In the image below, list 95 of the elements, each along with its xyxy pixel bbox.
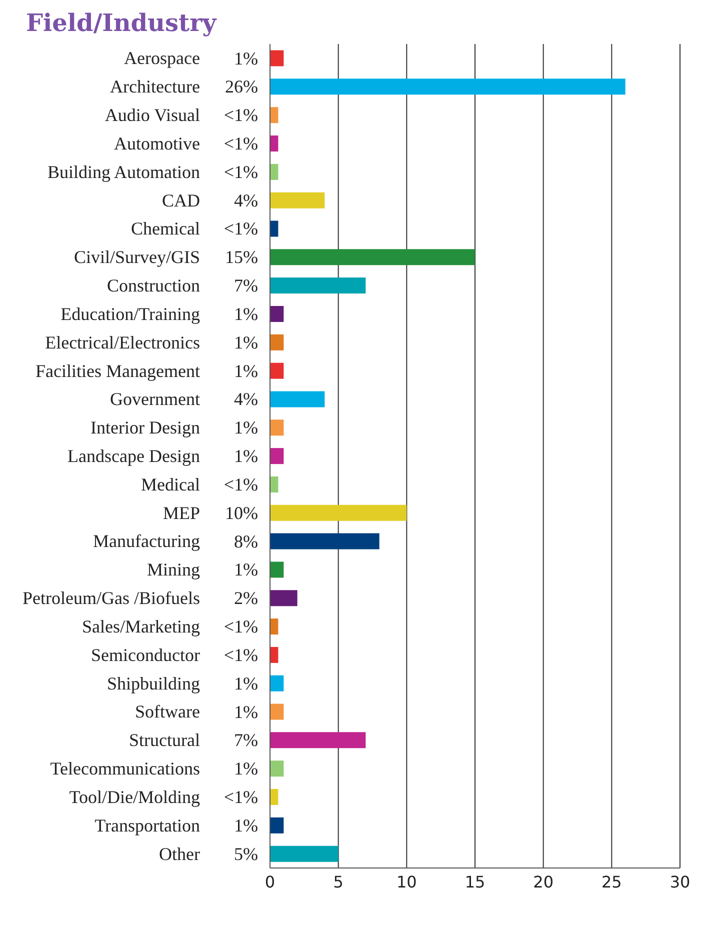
bar <box>270 789 278 806</box>
data-label: 1% <box>234 560 258 580</box>
bar <box>270 362 284 379</box>
data-label: <1% <box>224 787 258 808</box>
bar <box>270 107 278 124</box>
bar <box>270 504 407 521</box>
chart-title: Field/Industry <box>26 8 218 38</box>
y-tick-label: MEP <box>162 502 200 523</box>
bar <box>270 420 284 436</box>
x-tick-label: 20 <box>533 872 554 892</box>
y-tick-label: Structural <box>129 730 200 750</box>
y-tick-label: Software <box>135 702 200 722</box>
data-label: 1% <box>234 304 258 324</box>
bar <box>270 164 278 180</box>
data-label: 5% <box>234 844 258 864</box>
bar <box>270 50 284 66</box>
y-tick-label: Electrical/Electronics <box>45 332 200 352</box>
x-tick-label: 15 <box>464 872 486 892</box>
bar <box>270 220 278 237</box>
x-tick-label: 5 <box>333 872 344 892</box>
y-tick-label: Tool/Die/Molding <box>69 786 200 807</box>
data-label: 15% <box>225 247 258 268</box>
y-tick-label: Interior Design <box>90 418 200 438</box>
data-label: 10% <box>225 502 258 523</box>
y-tick-label: Construction <box>107 276 200 296</box>
y-tick-label: Civil/Survey/GIS <box>74 247 200 268</box>
bar <box>270 618 278 635</box>
y-tick-label: Automotive <box>114 133 200 154</box>
bar <box>270 334 284 350</box>
data-label: 1% <box>234 418 258 438</box>
data-label: <1% <box>224 474 258 494</box>
bar <box>270 817 284 834</box>
data-label: <1% <box>224 616 258 637</box>
bar <box>270 562 284 578</box>
bar <box>270 391 325 408</box>
bar <box>270 533 380 550</box>
data-label: 1% <box>234 758 258 779</box>
bar <box>270 78 626 95</box>
data-label: <1% <box>224 218 258 239</box>
y-tick-label: Landscape Design <box>68 446 200 466</box>
y-tick-label: Manufacturing <box>93 531 200 552</box>
bar <box>270 760 284 777</box>
y-tick-label: Telecommunications <box>50 758 200 779</box>
bar <box>270 448 284 464</box>
y-tick-label: Building Automation <box>47 162 200 182</box>
y-tick-label: Semiconductor <box>91 644 200 665</box>
data-label: 1% <box>234 815 258 836</box>
bar <box>270 249 475 266</box>
y-tick-label: Mining <box>146 560 200 580</box>
y-tick-label: Architecture <box>110 76 200 97</box>
data-label: 26% <box>225 76 258 97</box>
x-tick-label: 0 <box>264 872 276 892</box>
data-label: 1% <box>234 702 258 722</box>
data-label: <1% <box>224 133 258 154</box>
bar <box>270 590 298 606</box>
bar <box>270 646 278 663</box>
bar <box>270 278 366 294</box>
data-label: 1% <box>234 673 258 694</box>
x-tick-label: 10 <box>396 872 417 892</box>
data-label: <1% <box>224 162 258 182</box>
bar <box>270 192 325 208</box>
y-tick-label: Other <box>159 844 200 864</box>
data-label: 4% <box>234 389 258 410</box>
data-label: 7% <box>234 276 258 296</box>
x-tick-label: 25 <box>601 872 622 892</box>
bar <box>270 846 338 862</box>
y-tick-label: Audio Visual <box>104 105 200 126</box>
bar <box>270 732 366 748</box>
data-label: 1% <box>234 360 258 381</box>
y-tick-label: Petroleum/Gas /Biofuels <box>22 588 200 608</box>
bar <box>270 704 284 720</box>
data-label: <1% <box>224 105 258 126</box>
bar <box>270 476 278 492</box>
y-tick-label: Sales/Marketing <box>82 616 200 636</box>
bar <box>270 306 284 322</box>
data-label: 1% <box>234 332 258 352</box>
y-tick-label: Facilities Management <box>36 360 200 381</box>
bar <box>270 675 284 692</box>
x-tick-label: 30 <box>670 872 690 892</box>
y-tick-label: CAD <box>162 190 200 210</box>
data-label: 4% <box>234 190 258 210</box>
data-label: 7% <box>234 730 258 750</box>
y-tick-label: Aerospace <box>124 48 200 68</box>
data-label: <1% <box>224 644 258 665</box>
data-label: 1% <box>234 48 258 68</box>
y-tick-label: Government <box>110 389 200 410</box>
data-label: 1% <box>234 446 258 466</box>
bar <box>270 135 278 152</box>
data-label: 8% <box>234 531 258 552</box>
y-tick-label: Medical <box>141 474 200 494</box>
y-tick-label: Shipbuilding <box>106 673 200 694</box>
data-label: 2% <box>234 588 258 608</box>
y-tick-label: Transportation <box>94 815 200 836</box>
y-tick-label: Education/Training <box>60 304 200 324</box>
y-tick-label: Chemical <box>131 218 200 239</box>
